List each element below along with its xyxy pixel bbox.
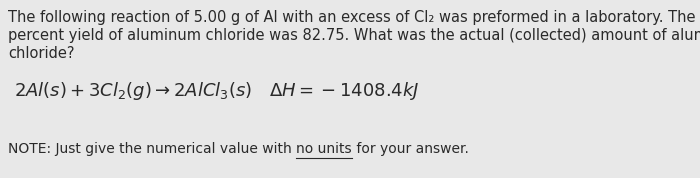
Point	[347, 156, 356, 159]
Text: percent yield of aluminum chloride was 82.75. What was the actual (collected) am: percent yield of aluminum chloride was 8…	[8, 28, 700, 43]
Point	[292, 156, 300, 159]
Text: for your answer.: for your answer.	[351, 142, 468, 156]
Text: no units: no units	[296, 142, 351, 156]
Text: NOTE: Just give the numerical value with: NOTE: Just give the numerical value with	[8, 142, 296, 156]
Text: chloride?: chloride?	[8, 46, 74, 61]
Text: The following reaction of 5.00 g of Al with an excess of Cl₂ was preformed in a : The following reaction of 5.00 g of Al w…	[8, 10, 696, 25]
Text: $2Al(s) + 3Cl_2(g) \rightarrow 2AlCl_3(s)$$\quad \Delta H = -1408.4kJ$: $2Al(s) + 3Cl_2(g) \rightarrow 2AlCl_3(s…	[14, 80, 419, 102]
